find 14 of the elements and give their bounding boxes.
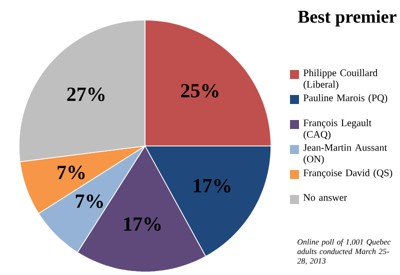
legend-label: François Legault (CAQ): [303, 119, 372, 140]
data-label: 27%: [67, 88, 105, 102]
legend-label: Françoise David (QS): [303, 169, 392, 178]
data-label: 17%: [124, 217, 161, 231]
legend-label: Jean-Martin Aussant (ON): [303, 144, 388, 164]
data-label: 7%: [76, 194, 103, 208]
legend-label: Pauline Marois (PQ): [303, 94, 388, 104]
data-label: 17%: [194, 178, 230, 193]
data-label: 7%: [58, 166, 85, 180]
legend-label: Philippe Couillard (Liberal): [303, 69, 378, 90]
chart-title: Best premier: [298, 10, 396, 27]
legend-label: No answer: [303, 194, 347, 201]
data-label: 25%: [181, 84, 218, 98]
text: Online poll of 1,001 Quebec adults conducted March 25-28, 2013: [297, 238, 391, 265]
